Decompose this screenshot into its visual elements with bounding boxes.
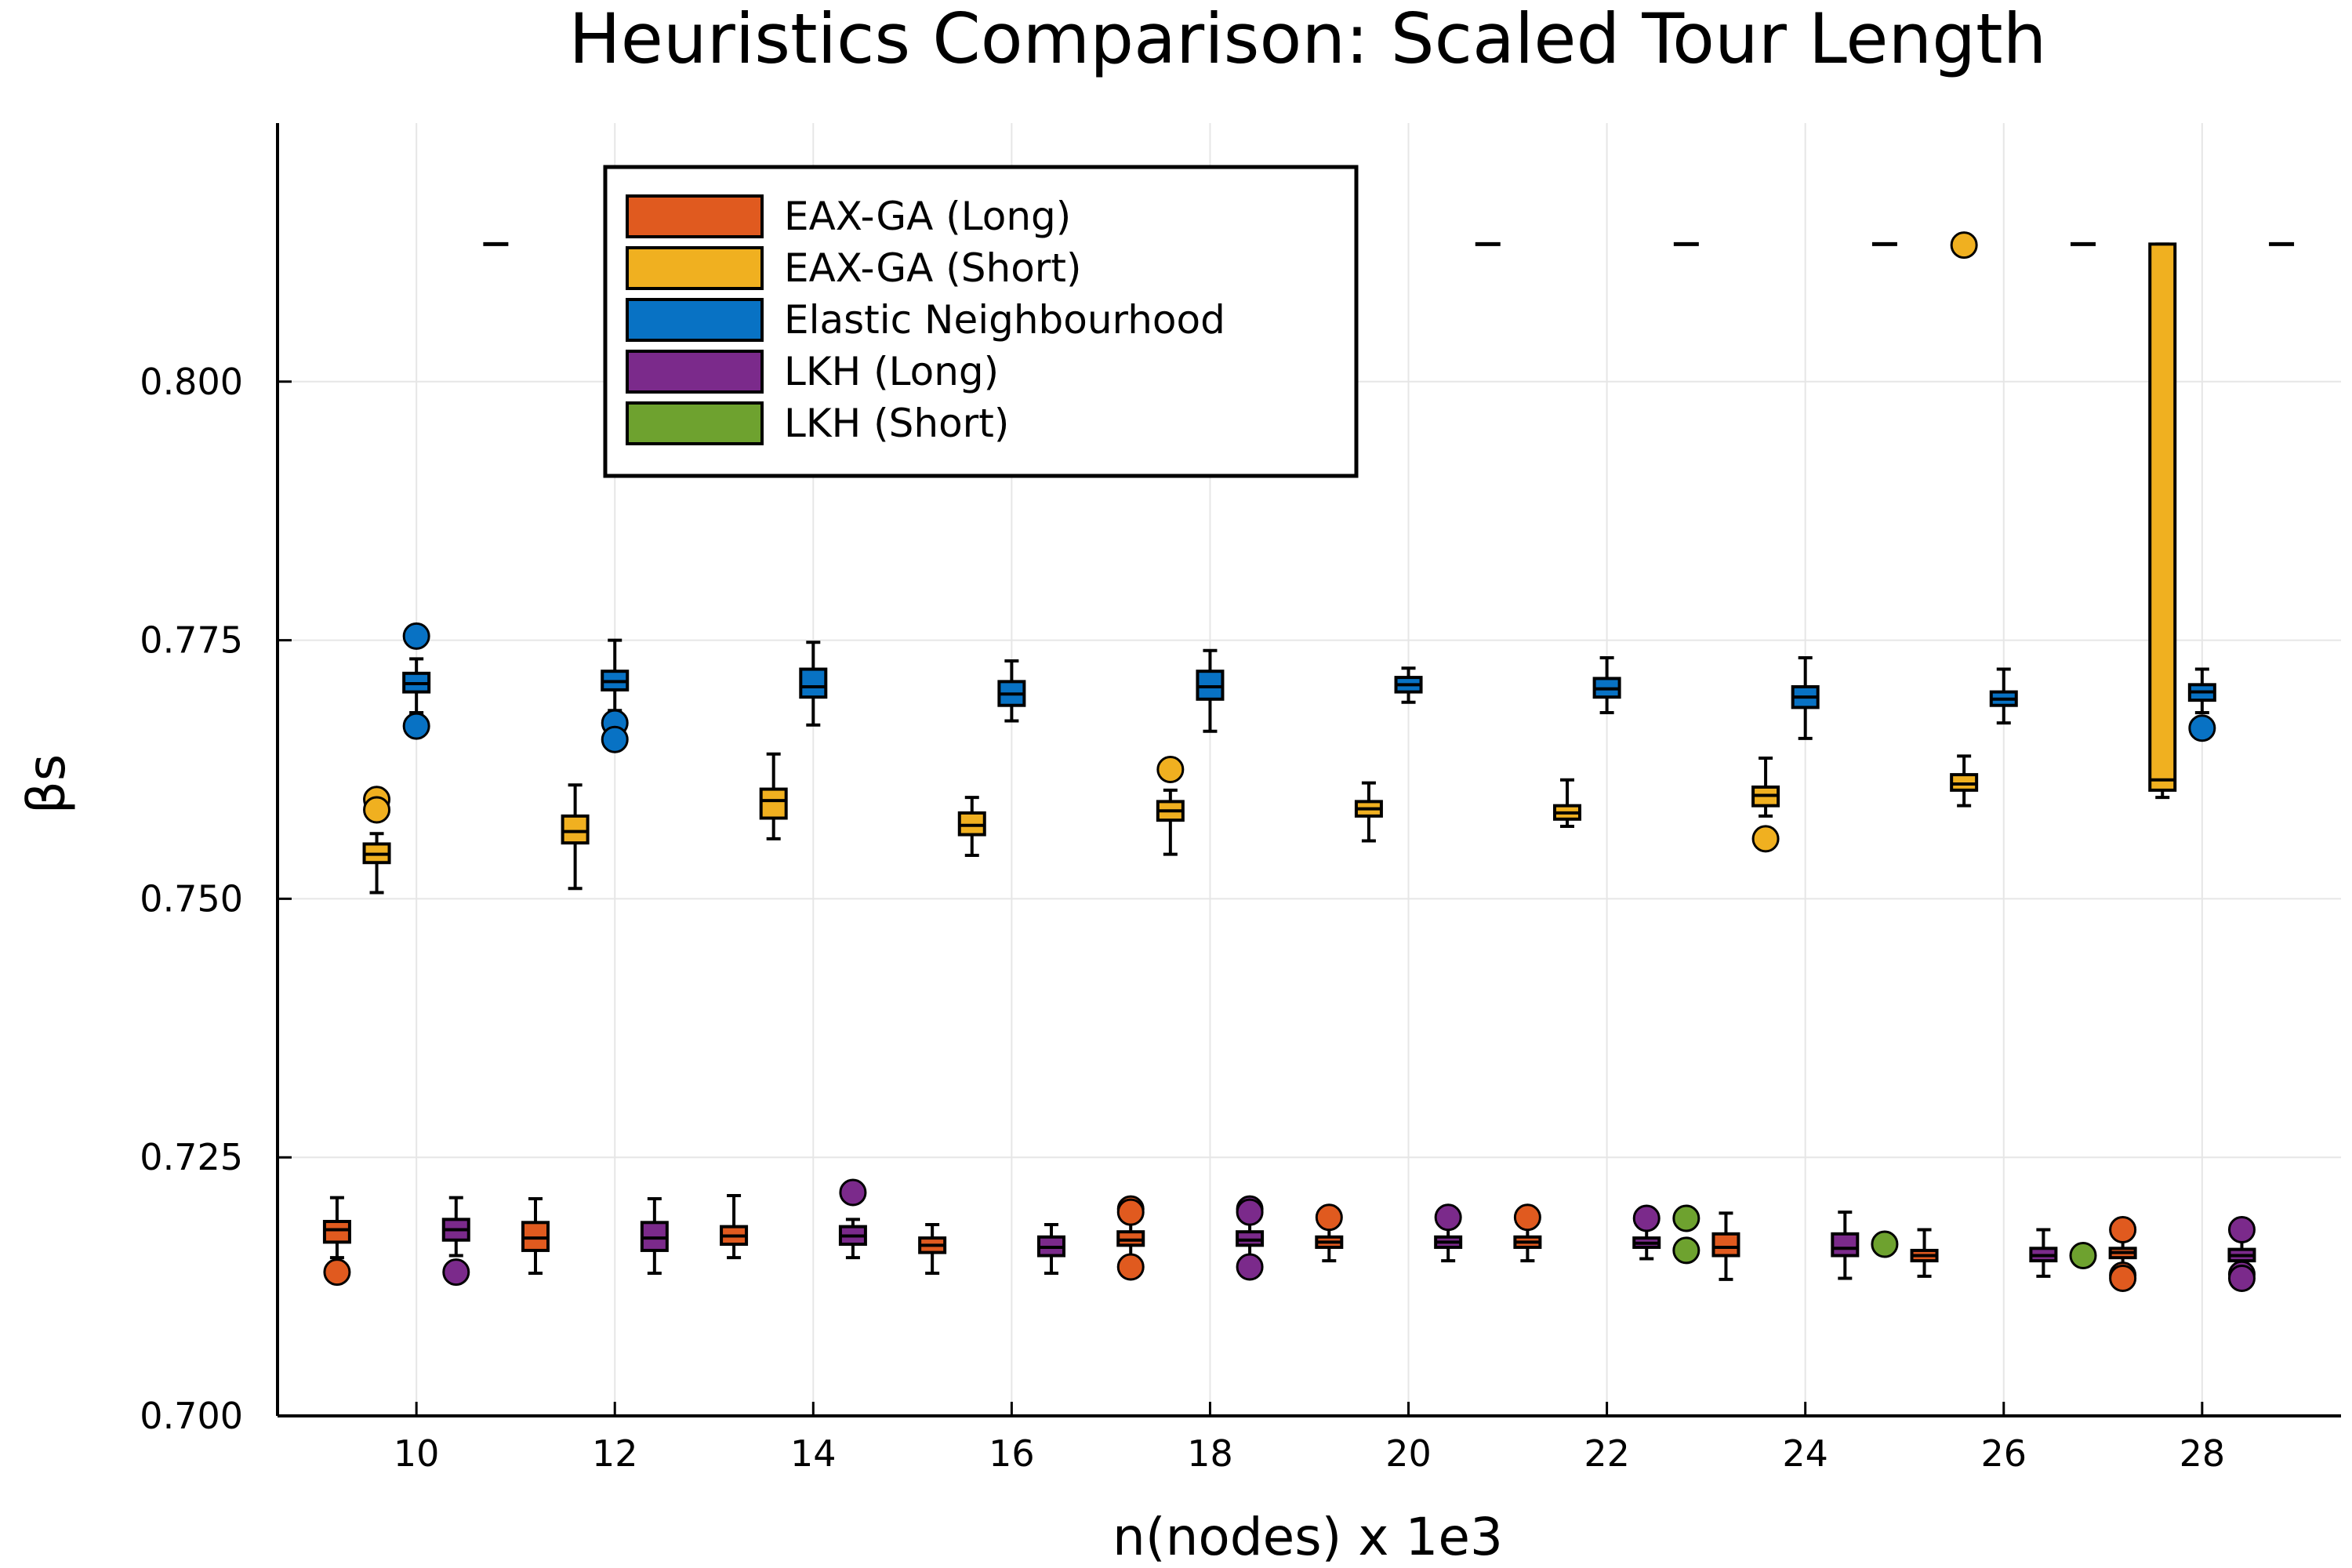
outlier-point: [2069, 1242, 2097, 1270]
x-tick-label: 18: [1187, 1432, 1233, 1475]
x-tick-label: 16: [989, 1432, 1035, 1475]
y-axis-label: βs: [16, 754, 77, 815]
axes: 10 12 14 16 18 20 22 24 26 28 0.700 0.725 0.750 0.775…: [140, 123, 2341, 1475]
x-tick-label: 14: [790, 1432, 837, 1475]
box-body: [799, 667, 828, 699]
outlier-point: [402, 712, 430, 740]
box-body: [1711, 1232, 1740, 1258]
y-tick-label: 0.750: [140, 877, 243, 920]
outlier-point: [601, 725, 629, 753]
legend-label: LKH (Short): [784, 401, 1009, 446]
outlier-point: [1156, 756, 1185, 783]
outlier-point: [1672, 1236, 1700, 1265]
chart-title: Heuristics Comparison: Scaled Tour Lengt…: [569, 0, 2047, 79]
legend-swatch: [626, 298, 764, 342]
outlier-point: [1236, 1198, 1264, 1226]
outlier-point: [1315, 1203, 1343, 1232]
legend-swatch: [626, 350, 764, 394]
legend-swatch: [626, 194, 764, 238]
outlier-point: [1513, 1203, 1541, 1232]
outlier-point: [1751, 825, 1780, 853]
y-tick-label: 0.725: [140, 1136, 243, 1178]
y-tick-label: 0.800: [140, 361, 243, 403]
outlier-point: [2109, 1216, 2137, 1244]
legend-swatch: [626, 401, 764, 445]
box-body: [1831, 1232, 1860, 1258]
outlier-point: [839, 1178, 867, 1207]
legend-label: EAX-GA (Short): [784, 245, 1081, 291]
legend-label: LKH (Long): [784, 349, 999, 394]
outlier-point: [1632, 1204, 1661, 1232]
outlier-point: [402, 622, 430, 650]
box-body: [759, 787, 788, 820]
outlier-point: [2227, 1265, 2256, 1293]
y-tick-label: 0.775: [140, 619, 243, 662]
outlier-points: [323, 231, 2256, 1293]
box-body: [2148, 242, 2177, 792]
outlier-point: [1871, 1230, 1899, 1258]
outlier-point: [1116, 1253, 1145, 1281]
outlier-point: [363, 796, 391, 824]
box-body: [322, 1219, 351, 1244]
x-tick-label: 24: [1782, 1432, 1828, 1475]
outlier-point: [2188, 714, 2216, 742]
outlier-point: [442, 1258, 470, 1287]
y-tick-label: 0.700: [140, 1395, 243, 1437]
x-tick-label: 10: [394, 1432, 440, 1475]
outlier-point: [2227, 1216, 2256, 1244]
box-body: [561, 814, 590, 845]
x-tick-label: 26: [1980, 1432, 2027, 1475]
outlier-point: [1950, 231, 1978, 260]
outlier-point: [1236, 1253, 1264, 1281]
outlier-point: [2109, 1265, 2137, 1293]
x-tick-label: 12: [592, 1432, 638, 1475]
x-tick-label: 28: [2180, 1432, 2226, 1475]
x-axis-label: n(nodes) x 1e3: [1112, 1507, 1503, 1567]
outlier-point: [1434, 1203, 1462, 1232]
legend: EAX-GA (Long) EAX-GA (Short) Elastic Neigh…: [603, 165, 1359, 478]
outlier-point: [323, 1258, 351, 1287]
outlier-point: [1672, 1204, 1700, 1232]
x-tick-label: 22: [1584, 1432, 1630, 1475]
x-tick-label: 20: [1385, 1432, 1432, 1475]
legend-label: Elastic Neighbourhood: [784, 297, 1225, 343]
legend-label: EAX-GA (Long): [784, 194, 1071, 239]
legend-swatch: [626, 246, 764, 290]
outlier-point: [1116, 1198, 1145, 1226]
